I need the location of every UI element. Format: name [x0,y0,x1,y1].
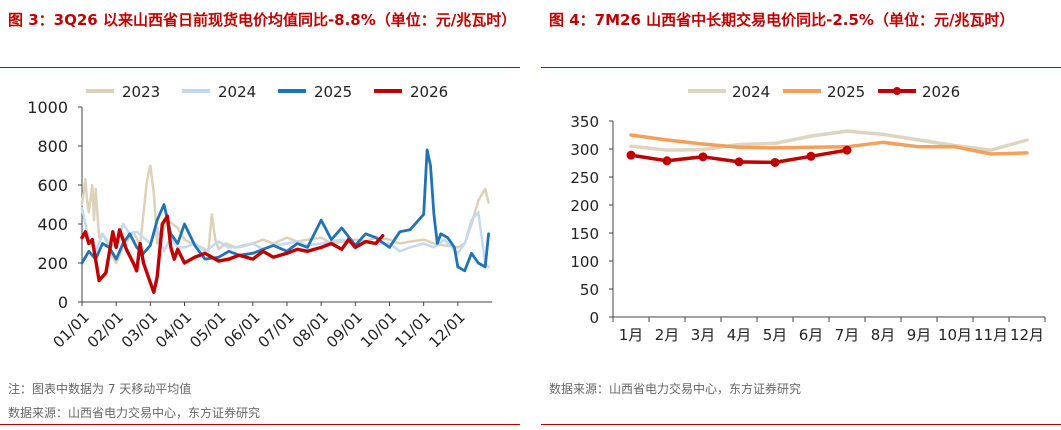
x-tick-label: 09/01 [323,308,366,351]
x-tick-label: 8月 [871,326,896,344]
y-tick-label: 250 [570,169,599,187]
x-tick-label: 02/01 [84,308,127,351]
y-tick-label: 1000 [27,98,68,117]
chart-title: 图 3：3Q26 以来山西省日前现货电价均值同比-8.8%（单位：元/兆瓦时） [8,11,517,29]
contract-price-line-chart: 2024 2025 2026 0 50 100 150 200 250 300 350 1月 2月 3月 4… [570,83,1046,344]
chart-note: 注：图表中数据为 7 天移动平均值 [8,382,192,396]
series-marker-2026 [806,151,816,161]
y-tick-label: 350 [570,113,599,131]
x-tick-label: 10/01 [357,308,400,351]
x-tick-label: 05/01 [186,308,229,351]
series-marker-2026 [770,157,780,167]
x-tick-label: 7月 [835,326,860,344]
x-tick-label: 12/01 [425,308,468,351]
legend-label-2026: 2026 [922,83,960,101]
x-tick-label: 3月 [691,326,716,344]
y-tick-label: 0 [589,309,599,327]
series-line-2026 [80,214,385,295]
x-tick-label: 08/01 [289,308,332,351]
y-tick-label: 800 [37,137,68,156]
right-chart-panel: 图 4：7M26 山西省中长期交易电价同比-2.5%（单位：元/兆瓦时） 202… [541,0,1061,430]
title-divider [541,67,1061,68]
y-tick-label: 600 [37,176,68,195]
legend-label-2026: 2026 [410,83,448,101]
legend-marker-2026 [893,87,901,95]
x-tick-label: 11月 [974,326,1008,344]
series-marker-2026 [662,156,672,166]
y-tick-label: 50 [580,281,599,299]
chart-source: 数据来源：山西省电力交易中心，东方证券研究 [549,382,802,396]
y-tick-label: 300 [570,141,599,159]
y-tick-label: 100 [570,253,599,271]
series-line-2025 [629,133,1029,156]
x-tick-label: 2月 [655,326,680,344]
x-tick-label: 06/01 [220,308,263,351]
series-marker-2026 [734,157,744,167]
x-tick-label: 01/01 [50,308,93,351]
x-tick-label: 4月 [727,326,752,344]
x-tick-label: 5月 [763,326,788,344]
y-tick-label: 200 [37,254,68,273]
legend-label-2025: 2025 [314,83,352,101]
legend-label-2024: 2024 [732,83,770,101]
chart-source: 数据来源：山西省电力交易中心，东方证券研究 [8,406,261,420]
series-marker-2026 [626,150,636,160]
y-tick-label: 200 [570,197,599,215]
x-tick-label: 1月 [619,326,644,344]
chart-title: 图 4：7M26 山西省中长期交易电价同比-2.5%（单位：元/兆瓦时） [549,11,1015,29]
x-tick-label: 07/01 [255,308,298,351]
legend-label-2023: 2023 [122,83,160,101]
bottom-divider [541,424,1061,425]
x-tick-label: 11/01 [391,308,434,351]
series-marker-2026 [698,152,708,162]
spot-price-line-chart: 2023 2024 2025 2026 0 200 400 600 800 1000 01/0102… [27,83,492,351]
legend-label-2025: 2025 [827,83,865,101]
x-tick-label: 6月 [799,326,824,344]
series-line-2023 [80,164,490,265]
series-marker-2026 [842,145,852,155]
x-tick-label: 9月 [907,326,932,344]
title-divider [0,67,520,68]
left-chart-panel: 图 3：3Q26 以来山西省日前现货电价均值同比-8.8%（单位：元/兆瓦时） … [0,0,520,430]
y-tick-label: 400 [37,215,68,234]
y-tick-label: 150 [570,225,599,243]
x-tick-label: 04/01 [152,308,195,351]
x-tick-label: 10月 [938,326,972,344]
y-tick-label: 0 [58,293,68,312]
x-tick-label: 03/01 [118,308,161,351]
x-tick-label: 12月 [1010,326,1044,344]
bottom-divider [0,424,520,425]
legend-label-2024: 2024 [218,83,256,101]
